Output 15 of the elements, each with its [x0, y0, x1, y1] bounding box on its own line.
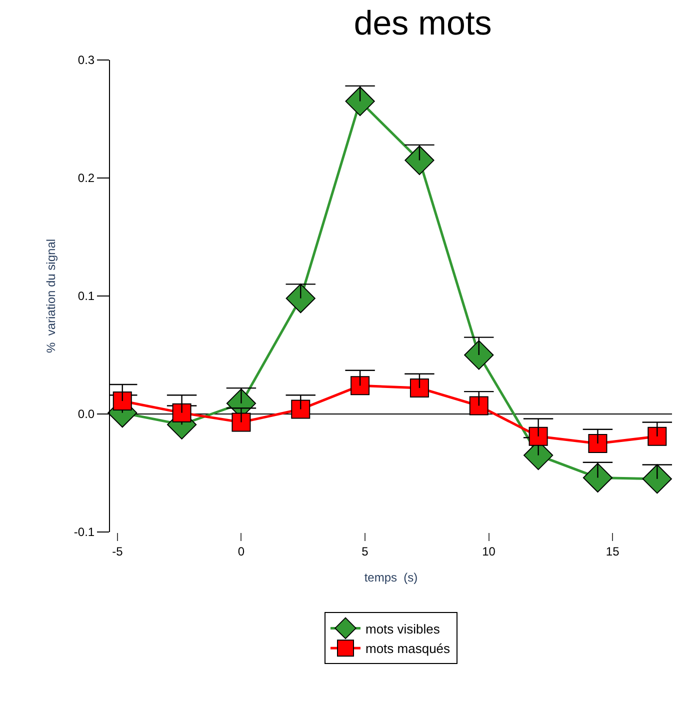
chart-title: des mots [354, 4, 492, 42]
legend-label: mots masqués [366, 641, 451, 656]
y-tick-label: 0.0 [78, 407, 95, 422]
x-tick-label: -5 [112, 544, 124, 558]
legend-label: mots visibles [366, 621, 440, 636]
y-tick-label: 0.1 [78, 289, 95, 304]
x-axis-title: temps (s) [364, 570, 418, 584]
x-tick-label: 0 [238, 544, 245, 558]
x-tick-label: 15 [606, 544, 620, 558]
x-tick-label: 5 [362, 544, 369, 558]
y-tick-label: 0.3 [78, 53, 95, 68]
y-tick-label: -0.1 [74, 525, 95, 540]
x-tick-label: 10 [482, 544, 496, 558]
y-axis-title: % variation du signal [44, 238, 58, 354]
y-tick-label: 0.2 [78, 171, 95, 186]
